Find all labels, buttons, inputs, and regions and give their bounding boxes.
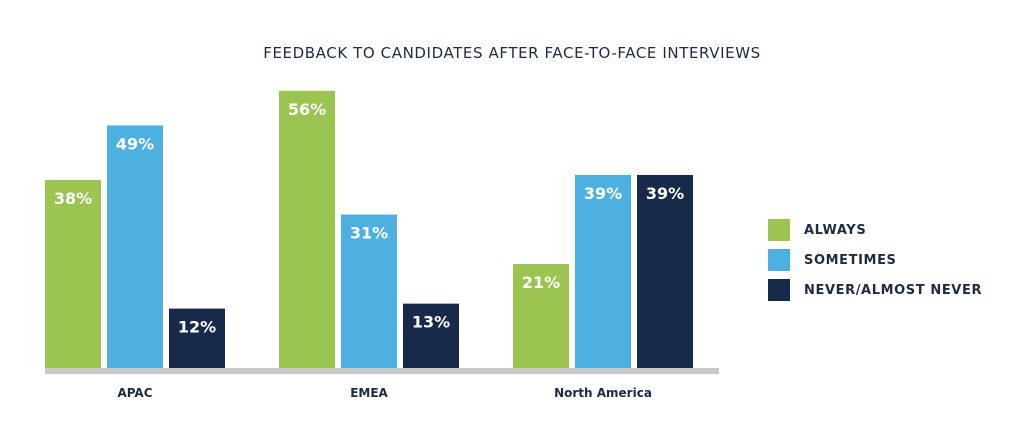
value-labels-group: 38% 49% 12% 56% 31% 13% 21% 39% 39% bbox=[54, 100, 684, 337]
bars-group bbox=[45, 90, 693, 369]
value-label: 49% bbox=[116, 134, 154, 153]
bar-emea-never-almost-never bbox=[403, 303, 459, 368]
bar-north-america-always bbox=[513, 264, 569, 368]
category-label-emea: EMEA bbox=[350, 386, 388, 400]
category-labels-group: APAC EMEA North America bbox=[117, 386, 651, 400]
value-label: 39% bbox=[584, 184, 622, 203]
value-label: 56% bbox=[288, 100, 326, 119]
chart-baseline bbox=[45, 368, 719, 374]
legend-label: SOMETIMES bbox=[804, 252, 897, 268]
legend-swatch bbox=[768, 219, 790, 241]
legend-label: ALWAYS bbox=[804, 222, 867, 238]
value-label: 13% bbox=[412, 313, 450, 332]
chart-title: FEEDBACK TO CANDIDATES AFTER FACE-TO-FAC… bbox=[263, 44, 761, 62]
category-label-apac: APAC bbox=[117, 386, 152, 400]
bar-emea-always bbox=[279, 90, 335, 369]
bar-emea-sometimes bbox=[341, 214, 397, 368]
bar-apac-sometimes bbox=[107, 125, 163, 368]
legend-swatch bbox=[768, 279, 790, 301]
value-label: 31% bbox=[350, 224, 388, 243]
category-label-north-america: North America bbox=[554, 386, 652, 400]
value-label: 21% bbox=[522, 273, 560, 292]
value-label: 12% bbox=[178, 318, 216, 337]
value-label: 38% bbox=[54, 189, 92, 208]
legend-item-sometimes: SOMETIMES bbox=[768, 249, 982, 271]
bar-north-america-sometimes bbox=[575, 174, 631, 368]
legend-item-never-almost-never: NEVER/ALMOST NEVER bbox=[768, 279, 982, 301]
bar-north-america-never-almost-never bbox=[637, 174, 693, 368]
legend-item-always: ALWAYS bbox=[768, 219, 982, 241]
legend-label: NEVER/ALMOST NEVER bbox=[804, 282, 983, 298]
bar-apac-never-almost-never bbox=[169, 308, 225, 368]
legend-swatch bbox=[768, 249, 790, 271]
legend: ALWAYS SOMETIMES NEVER/ALMOST NEVER bbox=[768, 219, 982, 309]
bar-apac-always bbox=[45, 179, 101, 368]
value-label: 39% bbox=[646, 184, 684, 203]
